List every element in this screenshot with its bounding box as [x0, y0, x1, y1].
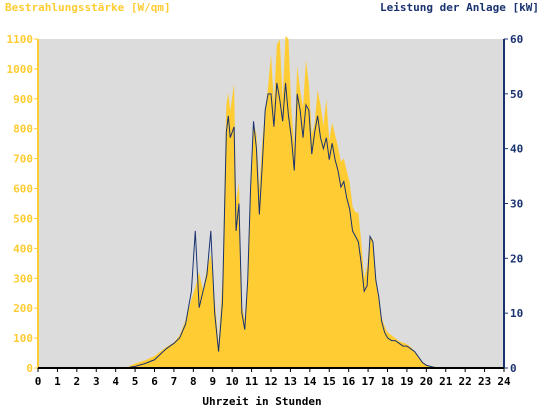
left-axis-title: Bestrahlungsstärke [W/qm]: [5, 1, 171, 14]
x-axis-label: Uhrzeit in Stunden: [202, 395, 321, 408]
right-tick-label: 0: [510, 362, 517, 375]
left-tick-label: 700: [13, 153, 33, 166]
x-tick-label: 2: [74, 375, 81, 388]
right-tick-label: 30: [510, 198, 523, 211]
left-tick-label: 0: [26, 362, 33, 375]
x-tick-label: 20: [420, 375, 433, 388]
x-tick-label: 11: [245, 375, 259, 388]
left-tick-label: 500: [13, 212, 33, 225]
x-axis: 0 1 2 3 4 5 6 7 8 9 10 11 12 13 14 15 16 17 18 19 20 21 22 23 24: [35, 367, 511, 388]
x-tick-label: 8: [190, 375, 197, 388]
left-tick-label: 200: [13, 302, 33, 315]
x-tick-label: 13: [284, 375, 297, 388]
x-tick-label: 23: [478, 375, 491, 388]
x-tick-label: 9: [209, 375, 216, 388]
left-tick-label: 800: [13, 123, 33, 136]
right-axis-title: Leistung der Anlage [kW]: [380, 1, 539, 14]
left-tick-label: 100: [13, 332, 33, 345]
left-tick-label: 400: [13, 242, 33, 255]
x-tick-label: 17: [361, 375, 374, 388]
left-tick-label: 600: [13, 183, 33, 196]
x-tick-label: 6: [151, 375, 158, 388]
left-tick-label: 1000: [7, 63, 34, 76]
x-tick-label: 24: [497, 375, 511, 388]
x-tick-label: 12: [264, 375, 277, 388]
right-tick-label: 60: [510, 33, 523, 46]
right-tick-label: 40: [510, 143, 523, 156]
left-tick-label: 300: [13, 272, 33, 285]
x-tick-label: 14: [303, 375, 317, 388]
x-tick-label: 18: [381, 375, 394, 388]
irradiance-area: [38, 36, 504, 368]
x-tick-label: 0: [35, 375, 42, 388]
right-tick-label: 50: [510, 88, 523, 101]
x-tick-label: 19: [400, 375, 413, 388]
x-tick-label: 1: [54, 375, 61, 388]
y-axis-right: 0 10 20 30 40 50 60: [503, 33, 523, 375]
power-line: [38, 82, 504, 369]
left-tick-label: 1100: [7, 33, 34, 46]
x-tick-label: 3: [93, 375, 100, 388]
left-tick-label: 900: [13, 93, 33, 106]
x-tick-label: 10: [226, 375, 239, 388]
x-tick-label: 21: [439, 375, 453, 388]
x-tick-label: 16: [342, 375, 356, 388]
x-tick-label: 5: [132, 375, 139, 388]
x-tick-label: 15: [323, 375, 336, 388]
x-tick-label: 22: [459, 375, 472, 388]
right-tick-label: 10: [510, 307, 523, 320]
x-tick-label: 7: [171, 375, 178, 388]
x-tick-label: 4: [112, 375, 119, 388]
y-axis-left: 0 100 200 300 400 500 600 700 800 900 1000 1100: [7, 33, 39, 375]
right-tick-label: 20: [510, 252, 523, 265]
